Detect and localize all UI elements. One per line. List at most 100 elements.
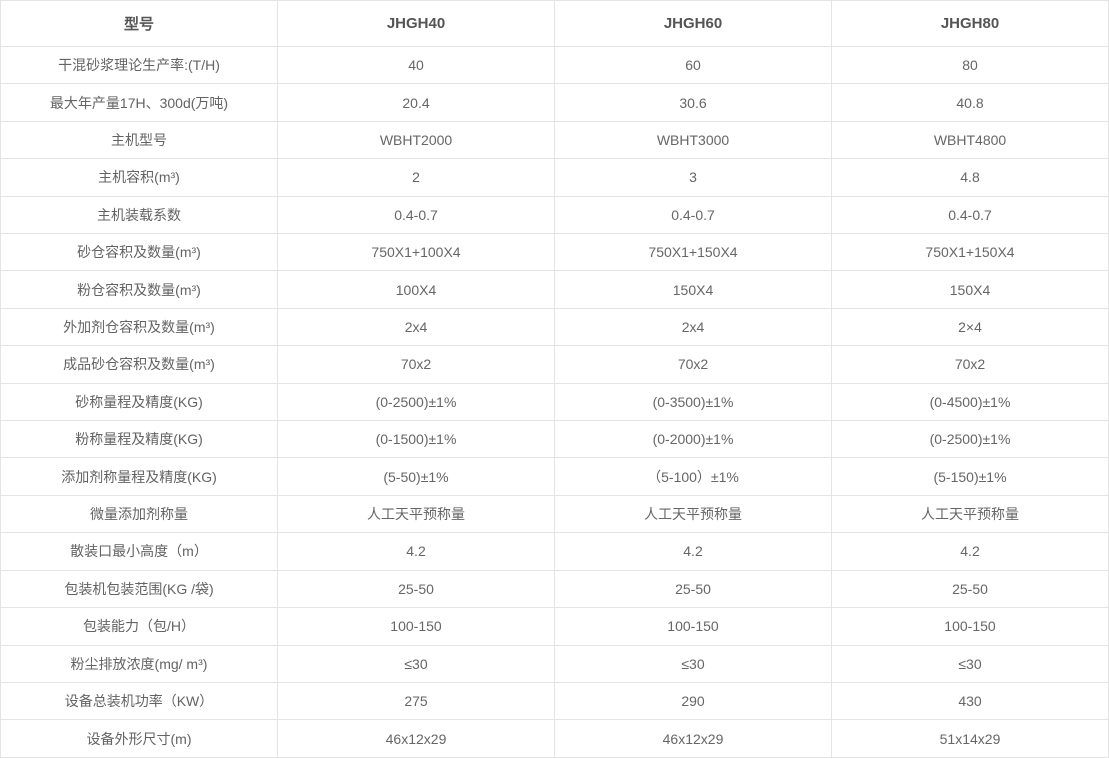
row-label: 添加剂称量程及精度(KG) — [0, 457, 278, 496]
row-label: 粉尘排放浓度(mg/ m³) — [0, 644, 278, 683]
cell-value: 4.2 — [554, 532, 832, 571]
cell-value: (0-2500)±1% — [831, 420, 1109, 459]
cell-value: 0.4-0.7 — [831, 195, 1109, 235]
cell-value: 25-50 — [554, 569, 832, 609]
cell-value: 人工天平预称量 — [554, 494, 832, 534]
cell-value: 2x4 — [277, 307, 555, 347]
cell-value: 51x14x29 — [831, 719, 1109, 758]
cell-value: 46x12x29 — [277, 719, 555, 758]
row-label: 设备总装机功率（KW） — [0, 681, 278, 721]
cell-value: 750X1+150X4 — [554, 233, 832, 272]
cell-value: ≤30 — [277, 644, 555, 683]
cell-value: 2x4 — [554, 307, 832, 347]
row-label: 外加剂仓容积及数量(m³) — [0, 307, 278, 347]
table-row: 砂仓容积及数量(m³) 750X1+100X4 750X1+150X4 750X1+1… — [0, 233, 1109, 272]
table-row: 粉尘排放浓度(mg/ m³) ≤30 ≤30 ≤30 — [0, 644, 1109, 683]
cell-value: 3 — [554, 158, 832, 197]
cell-value: 2×4 — [831, 307, 1109, 347]
cell-value: 人工天平预称量 — [277, 494, 555, 534]
table-row: 最大年产量17H、300d(万吨) 20.4 30.6 40.8 — [0, 83, 1109, 122]
cell-value: 750X1+100X4 — [277, 233, 555, 272]
table-row: 包装机包装范围(KG /袋) 25-50 25-50 25-50 — [0, 569, 1109, 609]
cell-value: (0-2000)±1% — [554, 420, 832, 459]
cell-value: 46x12x29 — [554, 719, 832, 758]
cell-value: 25-50 — [277, 569, 555, 609]
cell-value: 100X4 — [277, 270, 555, 309]
cell-value: 100-150 — [831, 607, 1109, 646]
header-row: 型号 JHGH40 JHGH60 JHGH80 — [0, 0, 1109, 47]
table-row: 散装口最小高度（m） 4.2 4.2 4.2 — [0, 532, 1109, 571]
table-row: 粉称量程及精度(KG) (0-1500)±1% (0-2000)±1% (0-2500… — [0, 420, 1109, 459]
cell-value: WBHT4800 — [831, 120, 1109, 160]
header-model-label: 型号 — [0, 0, 278, 47]
cell-value: 0.4-0.7 — [277, 195, 555, 235]
row-label: 包装能力（包/H） — [0, 607, 278, 646]
cell-value: WBHT2000 — [277, 120, 555, 160]
row-label: 散装口最小高度（m） — [0, 532, 278, 571]
row-label: 设备外形尺寸(m) — [0, 719, 278, 758]
cell-value: (0-3500)±1% — [554, 382, 832, 422]
cell-value: 30.6 — [554, 83, 832, 122]
cell-value: (0-2500)±1% — [277, 382, 555, 422]
table-row: 主机装载系数 0.4-0.7 0.4-0.7 0.4-0.7 — [0, 195, 1109, 235]
cell-value: 290 — [554, 681, 832, 721]
table-row: 粉仓容积及数量(m³) 100X4 150X4 150X4 — [0, 270, 1109, 309]
table-row: 砂称量程及精度(KG) (0-2500)±1% (0-3500)±1% (0-4500… — [0, 382, 1109, 422]
row-label: 微量添加剂称量 — [0, 494, 278, 534]
cell-value: (5-150)±1% — [831, 457, 1109, 496]
cell-value: （5-100）±1% — [554, 457, 832, 496]
cell-value: 750X1+150X4 — [831, 233, 1109, 272]
cell-value: 150X4 — [831, 270, 1109, 309]
cell-value: 4.8 — [831, 158, 1109, 197]
cell-value: 80 — [831, 45, 1109, 85]
cell-value: 275 — [277, 681, 555, 721]
spec-table-header: 型号 JHGH40 JHGH60 JHGH80 — [0, 0, 1109, 47]
cell-value: 430 — [831, 681, 1109, 721]
cell-value: (5-50)±1% — [277, 457, 555, 496]
table-row: 添加剂称量程及精度(KG) (5-50)±1% （5-100）±1% (5-150)±… — [0, 457, 1109, 496]
row-label: 粉称量程及精度(KG) — [0, 420, 278, 459]
row-label: 主机容积(m³) — [0, 158, 278, 197]
table-row: 包装能力（包/H） 100-150 100-150 100-150 — [0, 607, 1109, 646]
cell-value: 70x2 — [554, 345, 832, 384]
table-row: 干混砂浆理论生产率:(T/H) 40 60 80 — [0, 45, 1109, 85]
row-label: 包装机包装范围(KG /袋) — [0, 569, 278, 609]
header-model-jhgh60: JHGH60 — [554, 0, 832, 47]
cell-value: 20.4 — [277, 83, 555, 122]
cell-value: 2 — [277, 158, 555, 197]
table-row: 设备外形尺寸(m) 46x12x29 46x12x29 51x14x29 — [0, 719, 1109, 758]
table-row: 主机容积(m³) 2 3 4.8 — [0, 158, 1109, 197]
row-label: 成品砂仓容积及数量(m³) — [0, 345, 278, 384]
table-row: 设备总装机功率（KW） 275 290 430 — [0, 681, 1109, 721]
cell-value: 4.2 — [277, 532, 555, 571]
row-label: 砂仓容积及数量(m³) — [0, 233, 278, 272]
cell-value: 4.2 — [831, 532, 1109, 571]
cell-value: 40 — [277, 45, 555, 85]
row-label: 最大年产量17H、300d(万吨) — [0, 83, 278, 122]
row-label: 粉仓容积及数量(m³) — [0, 270, 278, 309]
row-label: 砂称量程及精度(KG) — [0, 382, 278, 422]
cell-value: 人工天平预称量 — [831, 494, 1109, 534]
cell-value: 25-50 — [831, 569, 1109, 609]
cell-value: (0-4500)±1% — [831, 382, 1109, 422]
cell-value: WBHT3000 — [554, 120, 832, 160]
header-model-jhgh80: JHGH80 — [831, 0, 1109, 47]
cell-value: ≤30 — [554, 644, 832, 683]
row-label: 主机装载系数 — [0, 195, 278, 235]
table-row: 微量添加剂称量 人工天平预称量 人工天平预称量 人工天平预称量 — [0, 494, 1109, 534]
cell-value: 100-150 — [277, 607, 555, 646]
row-label: 主机型号 — [0, 120, 278, 160]
cell-value: 70x2 — [277, 345, 555, 384]
cell-value: 100-150 — [554, 607, 832, 646]
cell-value: ≤30 — [831, 644, 1109, 683]
cell-value: 60 — [554, 45, 832, 85]
row-label: 干混砂浆理论生产率:(T/H) — [0, 45, 278, 85]
table-row: 成品砂仓容积及数量(m³) 70x2 70x2 70x2 — [0, 345, 1109, 384]
cell-value: 40.8 — [831, 83, 1109, 122]
spec-table-body: 干混砂浆理论生产率:(T/H) 40 60 80 最大年产量17H、300d(万吨) 20… — [0, 45, 1109, 758]
table-row: 外加剂仓容积及数量(m³) 2x4 2x4 2×4 — [0, 307, 1109, 347]
cell-value: 150X4 — [554, 270, 832, 309]
cell-value: 70x2 — [831, 345, 1109, 384]
cell-value: 0.4-0.7 — [554, 195, 832, 235]
